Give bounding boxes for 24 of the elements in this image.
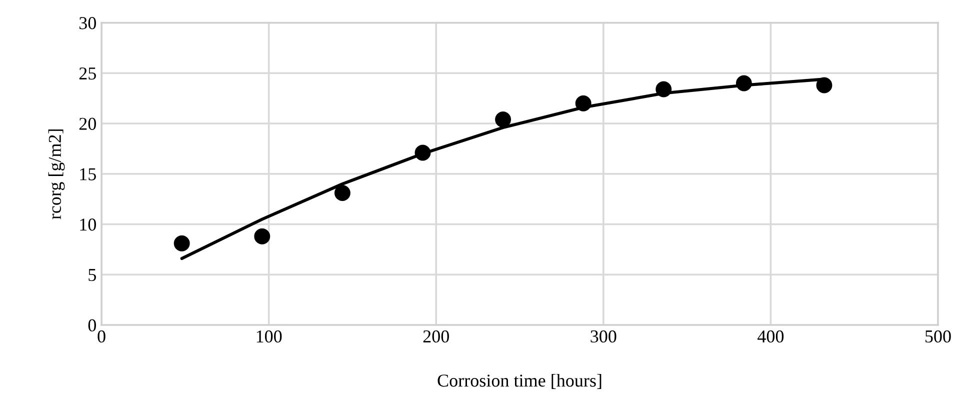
x-tick-label: 100 bbox=[256, 330, 282, 343]
y-tick-label: 30 bbox=[79, 17, 96, 30]
y-tick-label: 10 bbox=[80, 218, 96, 231]
x-tick-label: 500 bbox=[926, 330, 951, 343]
point bbox=[736, 75, 752, 92]
point bbox=[575, 95, 592, 112]
y-tick-label: 25 bbox=[79, 67, 96, 80]
y-tick-label: 20 bbox=[79, 118, 96, 130]
point bbox=[414, 144, 431, 161]
point bbox=[174, 235, 190, 252]
x-tick-label: 0 bbox=[98, 330, 106, 343]
point bbox=[254, 228, 270, 244]
x-axis-title: Corrosion time [hours] bbox=[438, 374, 602, 389]
x-tick-label: 200 bbox=[423, 330, 449, 343]
point bbox=[656, 81, 672, 98]
point bbox=[334, 185, 350, 201]
x-tick-label: 300 bbox=[590, 330, 616, 343]
x-tick-label: 400 bbox=[758, 330, 784, 343]
point bbox=[816, 77, 832, 94]
y-axis-title: rcorg [g/m2] bbox=[48, 130, 65, 220]
point bbox=[495, 112, 512, 128]
y-tick-label: 5 bbox=[88, 269, 96, 282]
y-tick-label: 15 bbox=[80, 168, 96, 180]
y-tick-label: 0 bbox=[88, 319, 96, 332]
